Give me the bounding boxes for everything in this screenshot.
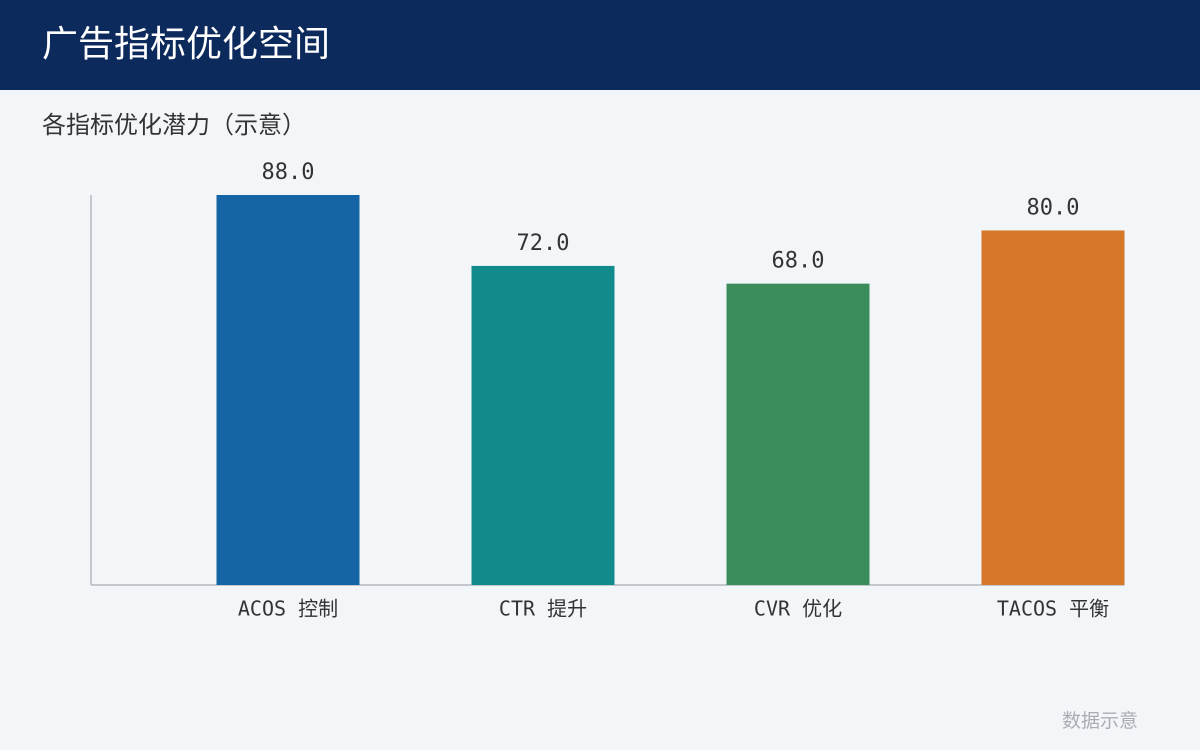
footnote: 数据示意 xyxy=(1061,710,1138,732)
bar xyxy=(471,265,615,585)
bar xyxy=(726,283,870,585)
x-tick-label: ACOS 控制 xyxy=(238,597,338,621)
value-label: 72.0 xyxy=(517,231,570,256)
bar xyxy=(981,230,1125,586)
x-tick-label: TACOS 平衡 xyxy=(997,597,1109,621)
value-label: 68.0 xyxy=(772,249,825,274)
bar xyxy=(216,195,360,585)
x-tick-label: CVR 优化 xyxy=(754,597,842,621)
page-title: 广告指标优化空间 xyxy=(42,24,331,65)
value-label: 88.0 xyxy=(262,160,315,185)
value-label: 80.0 xyxy=(1027,195,1080,220)
chart-subtitle: 各指标优化潜力（示意） xyxy=(42,111,306,139)
header: 广告指标优化空间 xyxy=(0,0,1200,90)
x-tick-label: CTR 提升 xyxy=(499,597,587,621)
